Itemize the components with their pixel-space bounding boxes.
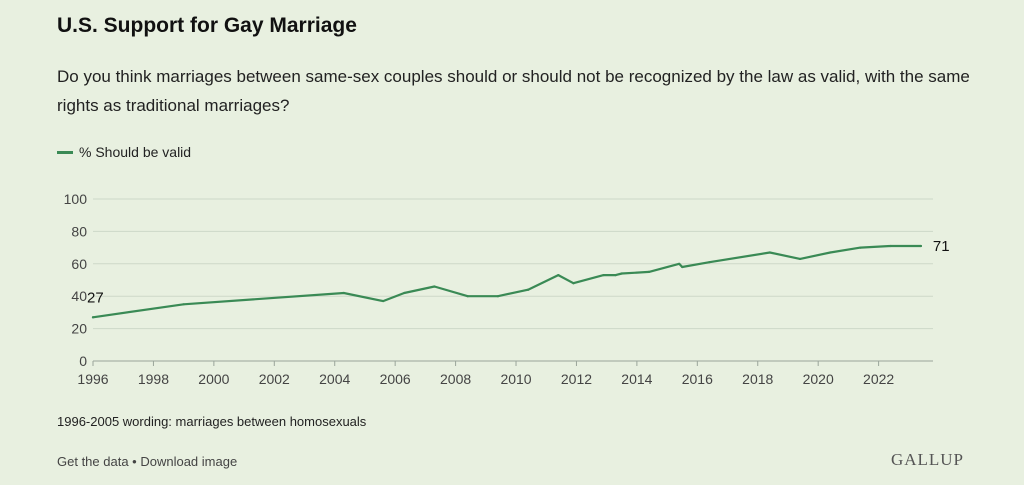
y-tick-label: 40 bbox=[71, 288, 87, 304]
footer-separator: • bbox=[128, 454, 141, 469]
data-point bbox=[768, 251, 771, 254]
data-label: 27 bbox=[87, 289, 104, 306]
data-point bbox=[602, 274, 605, 277]
legend-swatch bbox=[57, 150, 73, 154]
data-point bbox=[798, 257, 802, 261]
data-point bbox=[919, 244, 923, 248]
y-tick-label: 100 bbox=[64, 191, 88, 207]
download-image-link[interactable]: Download image bbox=[140, 454, 238, 469]
y-tick-label: 80 bbox=[71, 223, 87, 239]
line-chart: 0 20 40 60 80 100 1996 1998 2000 2002 2004 2006 2008… bbox=[64, 191, 950, 387]
x-tick-label: 2022 bbox=[863, 371, 894, 387]
data-point bbox=[859, 246, 862, 249]
data-point bbox=[496, 295, 499, 298]
x-tick-label: 2006 bbox=[380, 371, 411, 387]
x-tick-label: 2012 bbox=[561, 371, 592, 387]
wording-note: 1996-2005 wording: marriages between hom… bbox=[57, 414, 367, 429]
data-point bbox=[572, 282, 575, 285]
data-point bbox=[527, 288, 530, 291]
y-tick-label: 20 bbox=[71, 321, 87, 337]
series-line bbox=[91, 244, 923, 319]
y-tick-label: 0 bbox=[79, 353, 87, 369]
data-point bbox=[678, 262, 681, 265]
data-point bbox=[708, 261, 711, 264]
data-point bbox=[466, 295, 469, 298]
data-point bbox=[614, 274, 617, 277]
get-data-link[interactable]: Get the data bbox=[57, 454, 129, 469]
data-point bbox=[433, 285, 436, 288]
x-tick-label: 2004 bbox=[319, 371, 350, 387]
x-tick-label: 2016 bbox=[682, 371, 713, 387]
data-point bbox=[403, 291, 406, 295]
data-label: 71 bbox=[933, 238, 950, 255]
chart-title: U.S. Support for Gay Marriage bbox=[57, 14, 357, 37]
x-tick-label: 1996 bbox=[77, 371, 108, 387]
x-tick-label: 2020 bbox=[803, 371, 834, 387]
data-point bbox=[620, 272, 623, 275]
data-point bbox=[342, 291, 345, 295]
x-tick-label: 2000 bbox=[198, 371, 229, 387]
x-tick-label: 2002 bbox=[259, 371, 290, 387]
x-tick-label: 1998 bbox=[138, 371, 169, 387]
data-point bbox=[182, 303, 185, 306]
data-point bbox=[647, 270, 651, 273]
footer-links: Get the data • Download image bbox=[57, 454, 237, 469]
data-point bbox=[829, 251, 832, 254]
y-tick-label: 60 bbox=[71, 256, 87, 272]
data-point bbox=[889, 244, 892, 248]
legend-label: % Should be valid bbox=[79, 144, 192, 160]
x-tick-label: 2018 bbox=[742, 371, 773, 387]
x-tick-label: 2014 bbox=[621, 371, 652, 387]
x-tick-label: 2008 bbox=[440, 371, 471, 387]
x-tick-label: 2010 bbox=[500, 371, 531, 387]
data-point bbox=[557, 274, 560, 277]
gallup-logo: GALLUP bbox=[890, 450, 964, 469]
chart-subtitle: Do you think marriages between same-sex … bbox=[57, 67, 970, 115]
legend: % Should be valid bbox=[57, 144, 191, 160]
data-point bbox=[681, 265, 684, 269]
data-point bbox=[381, 299, 385, 303]
data-point bbox=[91, 316, 95, 319]
